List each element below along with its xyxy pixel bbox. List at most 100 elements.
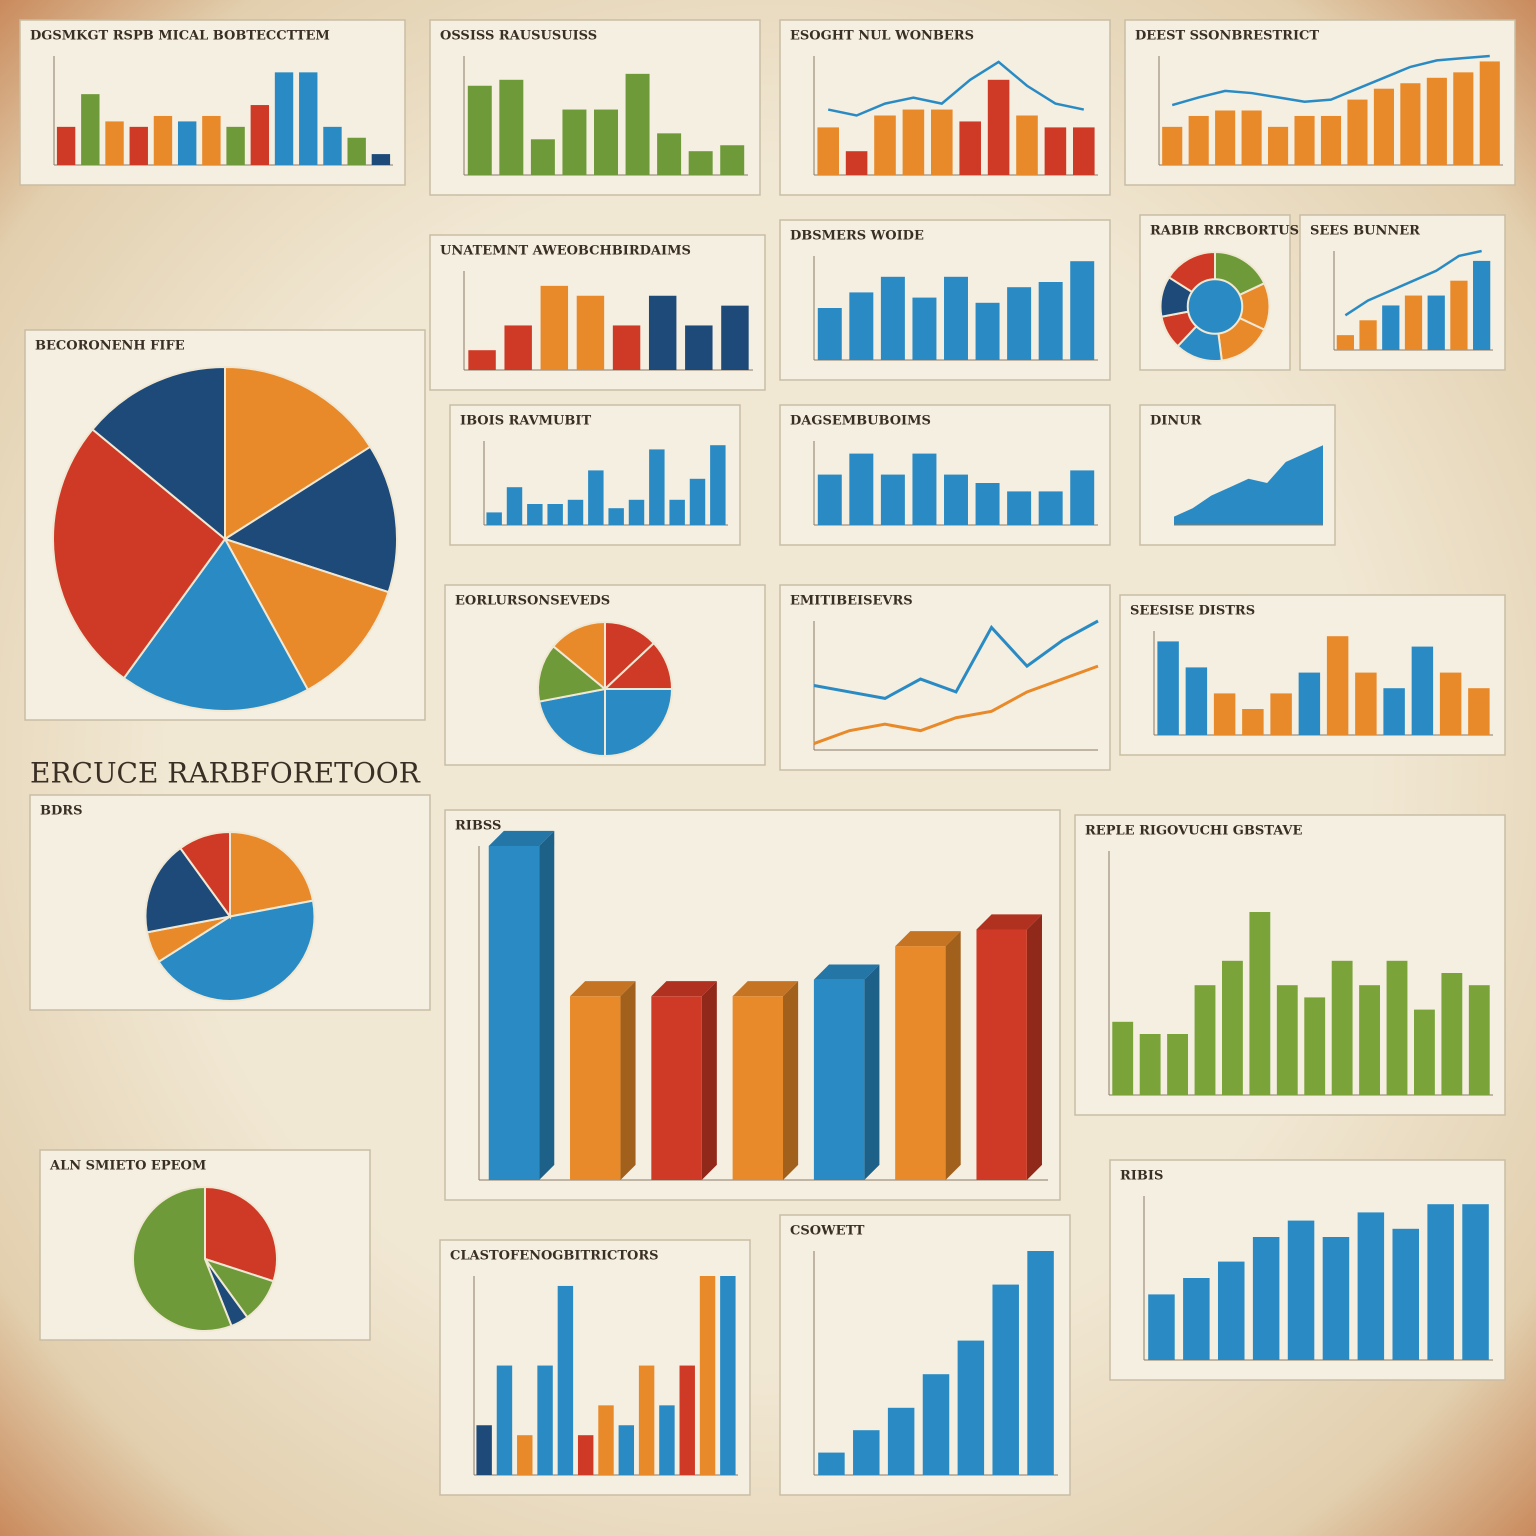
bar [1194, 985, 1216, 1095]
bar [588, 470, 604, 525]
bar-top [570, 981, 636, 997]
bar [880, 276, 905, 360]
bar [1298, 672, 1321, 735]
pie-slice [157, 899, 316, 1002]
bar-side [701, 981, 717, 1180]
bar [902, 109, 925, 175]
pie-slice [551, 620, 606, 692]
bar [976, 929, 1027, 1180]
bar [1426, 77, 1447, 165]
bar [1386, 960, 1408, 1095]
trend-line [827, 60, 1085, 117]
bar [1322, 1237, 1350, 1360]
bar [1326, 636, 1349, 735]
bar [975, 483, 1000, 525]
bar [1392, 1228, 1420, 1360]
bar [1382, 305, 1400, 350]
bar [467, 85, 492, 175]
bar [849, 453, 874, 525]
bar [817, 308, 842, 360]
pie-slice [229, 830, 315, 918]
trend-line [1171, 54, 1490, 107]
bar [1242, 709, 1264, 735]
bar [1157, 641, 1179, 735]
panel-title: DAGSEMBUBOIMS [790, 414, 931, 429]
bar [1468, 985, 1490, 1095]
bar [504, 325, 532, 370]
panel-title: DGSMKGT RSPB MICAL BOBTECCTTEM [30, 29, 330, 44]
area [1174, 445, 1323, 525]
bar [912, 453, 937, 525]
panel-title: CLASTOFENOGBITRICTORS [450, 1249, 659, 1264]
bar-top [651, 981, 717, 997]
bar [817, 127, 839, 175]
bar [710, 445, 726, 525]
panel-title: DBSMERS WOIDE [790, 229, 924, 244]
bar [608, 508, 624, 525]
bar [1359, 985, 1380, 1095]
bar [1016, 115, 1038, 175]
panel-title: BECORONENH FIFE [35, 339, 185, 354]
bar [577, 1435, 594, 1475]
bar [1027, 1251, 1054, 1475]
bar [517, 1435, 533, 1475]
pie-slice [222, 537, 390, 692]
panel [779, 584, 1111, 771]
bar [1185, 667, 1208, 735]
bar [813, 979, 865, 1180]
bar [1222, 960, 1243, 1095]
bar [625, 73, 650, 175]
bar [669, 499, 685, 525]
bar [540, 285, 569, 370]
bar [1044, 127, 1067, 175]
bar [659, 1405, 675, 1475]
bar [547, 504, 563, 525]
bar [651, 996, 702, 1180]
bar-side [783, 981, 799, 1180]
bar [153, 115, 173, 165]
pie-slice [222, 445, 398, 594]
pie-slice [537, 644, 608, 703]
bar [1073, 127, 1095, 175]
pie-slice [204, 1185, 278, 1283]
bar [987, 79, 1010, 175]
trend-line [1344, 249, 1482, 317]
panel-title: DINUR [1150, 414, 1202, 429]
panel-title: SEESISE DISTRS [1130, 604, 1255, 619]
bar [874, 115, 896, 175]
bar [202, 115, 221, 165]
bar [1450, 280, 1468, 350]
pie-slice [604, 688, 674, 758]
bar-top [895, 931, 961, 947]
bar [1183, 1278, 1210, 1360]
bar [975, 302, 1000, 360]
bar-top [488, 830, 555, 846]
bar [1411, 646, 1434, 735]
bar [499, 79, 524, 175]
bar [598, 1405, 614, 1475]
panel-title: DEEST SSONBRESTRICT [1135, 29, 1319, 44]
panel-title: RIBIS [1120, 1169, 1163, 1184]
bar [1249, 912, 1271, 1095]
bar [912, 297, 937, 360]
pie-slice [178, 830, 231, 920]
bar [1427, 1204, 1454, 1360]
bar [1355, 672, 1377, 735]
bar [1241, 110, 1262, 165]
pie-slice [131, 1185, 233, 1332]
bar [1383, 688, 1405, 735]
bar [177, 121, 197, 165]
bar [570, 996, 621, 1180]
bar [1112, 1021, 1134, 1095]
bar [957, 1340, 985, 1475]
bar [476, 1425, 492, 1475]
bar [649, 449, 665, 525]
line [813, 664, 1099, 745]
bar [1007, 287, 1032, 360]
pie-slice [144, 846, 232, 934]
bar [657, 133, 682, 175]
panel-title: ESOGHT NUL WONBERS [790, 29, 974, 44]
panel-title: ALN SMIETO EPEOM [49, 1159, 206, 1174]
bar [488, 846, 540, 1180]
